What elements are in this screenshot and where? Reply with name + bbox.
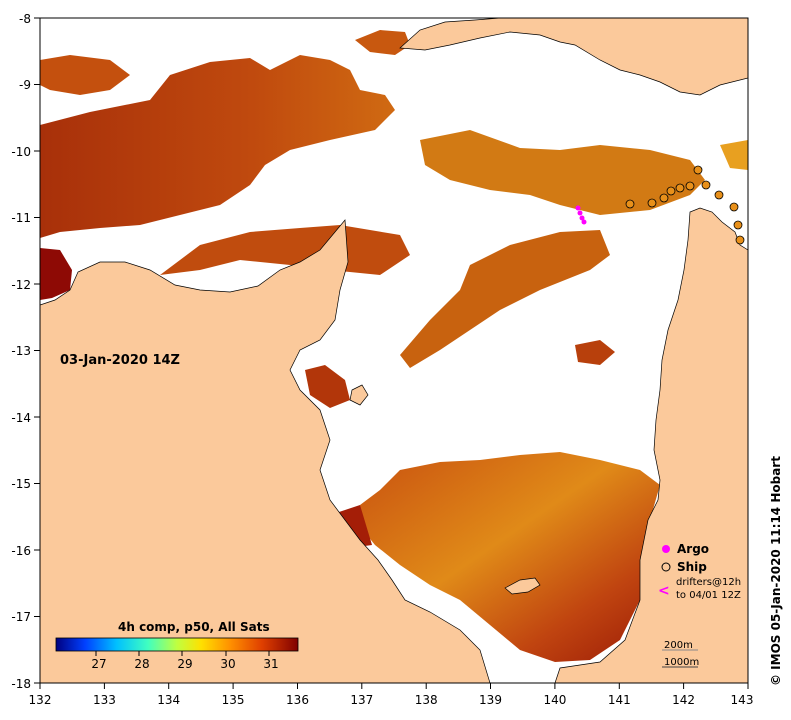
ship-marker: [675, 183, 685, 193]
argo-marker: [575, 205, 581, 211]
argo-marker: [577, 210, 583, 216]
credit-label: © IMOS 05-Jan-2020 11:14 Hobart: [769, 456, 783, 686]
lon-tick: 133: [93, 693, 116, 707]
lat-tick: -16: [11, 544, 31, 558]
ship-marker: [647, 198, 657, 208]
lat-tick: -18: [11, 677, 31, 691]
sst-small-patch: [575, 340, 615, 365]
sst-south-main: [355, 452, 660, 662]
lat-tick: -15: [11, 477, 31, 491]
ship-marker: [666, 186, 676, 196]
lon-tick: 136: [286, 693, 309, 707]
lat-tick: -8: [19, 12, 31, 26]
argo-track: [575, 205, 587, 225]
lon-tick: 134: [157, 693, 180, 707]
depth-1000-label: 1000m: [664, 657, 699, 668]
drifters-label-2: to 04/01 12Z: [676, 590, 741, 601]
lon-tick: 140: [543, 693, 566, 707]
argo-legend-label: Argo: [677, 542, 709, 556]
lat-tick: -11: [11, 211, 31, 225]
colorbar-gradient: [55, 637, 299, 652]
lat-tick: -13: [11, 344, 31, 358]
legend: Argo Ship < drifters@12h to 04/01 12Z 20…: [658, 542, 741, 668]
sst-top-patch: [355, 30, 410, 55]
land-groote-eylandt: [349, 384, 369, 406]
ship-marker: [625, 199, 635, 209]
colorbar-tick: 30: [220, 657, 235, 671]
lon-tick: 135: [222, 693, 245, 707]
argo-legend-icon: [662, 545, 670, 553]
lon-tick: 138: [415, 693, 438, 707]
ship-marker: [729, 202, 739, 212]
sst-mid-diagonal: [400, 230, 610, 368]
lat-tick: -10: [11, 145, 31, 159]
ship-marker: [735, 235, 745, 245]
argo-marker: [579, 215, 585, 221]
sst-small-west: [305, 365, 350, 408]
lat-tick: -12: [11, 278, 31, 292]
depth-200-label: 200m: [664, 640, 693, 651]
sst-northeast-hot: [720, 140, 748, 170]
ship-marker: [714, 190, 724, 200]
lon-axis: 132 133 134 135 136 137 138 139 140 141 …: [29, 683, 754, 707]
lat-axis: -8 -9 -10 -11 -12 -13 -14 -15 -16 -17 -1…: [11, 12, 40, 691]
sst-northwest-strip: [40, 55, 130, 95]
colorbar-tick: 28: [134, 657, 149, 671]
lat-tick: -9: [19, 78, 31, 92]
ship-marker: [733, 220, 743, 230]
colorbar-title: 4h comp, p50, All Sats: [118, 620, 270, 634]
ship-marker: [701, 180, 711, 190]
sst-northeast-patch: [420, 130, 705, 215]
lat-tick: -14: [11, 411, 31, 425]
land-mornington-island: [504, 577, 541, 595]
drifter-legend-icon: <: [658, 583, 670, 599]
lon-tick: 132: [29, 693, 52, 707]
land-new-guinea: [399, 18, 748, 96]
ship-marker: [685, 181, 695, 191]
ship-legend-label: Ship: [677, 560, 707, 574]
ship-marker: [693, 165, 703, 175]
ship-track: [625, 165, 745, 245]
lon-tick: 143: [731, 693, 754, 707]
lon-tick: 142: [672, 693, 695, 707]
sst-northwest-patch: [40, 55, 395, 238]
sst-red-west: [40, 248, 72, 300]
drifters-label-1: drifters@12h: [676, 577, 741, 588]
land-northern-territory: [40, 219, 491, 683]
lon-tick: 141: [608, 693, 631, 707]
colorbar-tick: 27: [91, 657, 106, 671]
colorbar: 4h comp, p50, All Sats 27 28 29 30 31: [55, 620, 299, 671]
colorbar-tick: 29: [177, 657, 192, 671]
timestamp-label: 03-Jan-2020 14Z: [60, 353, 180, 368]
lon-tick: 139: [479, 693, 502, 707]
argo-marker: [581, 219, 587, 225]
ship-legend-icon: [661, 562, 671, 572]
colorbar-tick: 31: [263, 657, 278, 671]
lat-tick: -17: [11, 610, 31, 624]
land-cape-york: [554, 207, 748, 683]
ship-marker: [659, 193, 669, 203]
lon-tick: 137: [350, 693, 373, 707]
